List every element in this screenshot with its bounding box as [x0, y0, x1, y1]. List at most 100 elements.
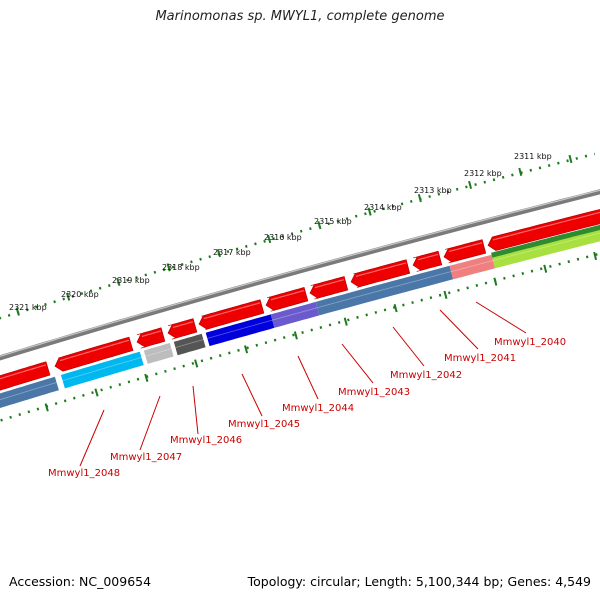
gene-label: Mmwyl1_2044 [282, 403, 354, 414]
gene-label: Mmwyl1_2040 [494, 337, 566, 348]
ruler-label: 2313 kbp [414, 186, 452, 195]
ruler-major-tick [468, 180, 473, 190]
gene-leader-line [439, 309, 479, 350]
forward-gene-block [412, 250, 443, 272]
forward-gene-shine [172, 321, 194, 329]
forward-gene-block [136, 327, 166, 349]
accession-text: Accession: NC_009654 [9, 574, 152, 589]
reverse-gene-block [143, 343, 174, 364]
ruler-major-tick [94, 388, 99, 397]
reverse-gene-block [270, 301, 320, 328]
gene-label: Mmwyl1_2047 [110, 452, 182, 463]
backbone-highlight [0, 189, 600, 357]
gene-leader-line [392, 326, 425, 367]
gene-leader-line [241, 373, 263, 417]
forward-gene-shine [0, 364, 46, 380]
gene-leader-line [475, 301, 527, 334]
ruler-major-tick [293, 331, 298, 340]
forward-gene-block [167, 318, 198, 340]
ruler-label: 2318 kbp [162, 263, 200, 272]
ruler-major-tick [343, 317, 348, 326]
genome-summary-text: Topology: circular; Length: 5,100,344 bp… [247, 574, 591, 589]
ruler-label: 2311 kbp [514, 152, 552, 161]
forward-gene-block [0, 361, 51, 391]
ruler-major-tick [15, 307, 20, 316]
position-ruler [0, 152, 600, 422]
ruler-major-tick [267, 234, 272, 244]
ruler-label: 2316 kbp [264, 233, 302, 242]
ruler-major-tick [593, 251, 598, 261]
ruler-label: 2315 kbp [314, 217, 352, 226]
forward-gene-shine [141, 330, 161, 338]
ruler-label: 2312 kbp [464, 169, 502, 178]
ruler-major-tick [116, 277, 121, 286]
forward-gene-shine [314, 279, 345, 289]
gene-label: Mmwyl1_2042 [390, 370, 462, 381]
gene-label: Mmwyl1_2048 [48, 468, 120, 479]
ruler-labels: 2321 kbp 2320 kbp 2319 kbp 2318 kbp 2317… [9, 152, 552, 312]
forward-gene-shine [492, 211, 600, 241]
gene-label-leaders [79, 301, 527, 467]
ruler-label: 2321 kbp [9, 303, 47, 312]
genome-backbone [0, 189, 600, 361]
reverse-gene-block [449, 254, 496, 280]
ruler-major-tick [65, 292, 71, 301]
forward-gene-shine [270, 290, 305, 301]
forward-strand-track [0, 209, 600, 391]
reverse-gene-block [0, 376, 59, 409]
gene-leader-line [139, 395, 161, 451]
ruler-major-tick [493, 277, 498, 286]
gene-label: Mmwyl1_2046 [170, 435, 242, 446]
forward-gene-shine [355, 262, 407, 277]
gene-leader-line [297, 355, 319, 400]
ruler-major-tick [543, 264, 548, 273]
reverse-shine [0, 232, 600, 401]
ruler-major-tick [243, 345, 249, 354]
ruler-major-tick [144, 373, 149, 382]
ruler-major-tick [317, 221, 322, 230]
ruler-label: 2314 kbp [364, 203, 402, 212]
gene-leader-line [341, 343, 374, 384]
ruler-major-tick [417, 194, 422, 203]
ruler-major-tick [216, 248, 221, 258]
ruler-major-tick [518, 167, 523, 177]
forward-gene-shine [203, 302, 261, 320]
reverse-gene-block [491, 226, 600, 269]
gene-label: Mmwyl1_2041 [444, 353, 516, 364]
ruler-label: 2319 kbp [112, 276, 150, 285]
forward-gene-block [443, 239, 487, 264]
forward-gene-block [265, 287, 309, 312]
forward-gene-shine [448, 242, 483, 253]
gene-label: Mmwyl1_2045 [228, 419, 300, 430]
ruler-major-tick [568, 154, 573, 164]
forward-gene-block [198, 299, 265, 330]
reverse-strand-track [0, 224, 600, 409]
ruler-major-tick [44, 403, 49, 412]
forward-gene-shine [59, 339, 130, 362]
gene-label: Mmwyl1_2043 [338, 387, 410, 398]
forward-gene-block [54, 336, 134, 372]
backbone-line [0, 189, 600, 361]
ruler-major-tick [393, 304, 398, 313]
ruler-major-tick [194, 359, 199, 368]
ruler-label: 2320 kbp [61, 290, 99, 299]
reverse-gene-block [315, 265, 454, 316]
reverse-gene-block [173, 333, 206, 356]
gene-leader-line [192, 385, 199, 435]
dark-green-feature [491, 224, 600, 258]
map-title: Marinomonas sp. MWYL1, complete genome [155, 9, 445, 24]
forward-gene-block [350, 259, 411, 288]
ruler-major-tick [166, 263, 171, 272]
ruler-major-tick [443, 290, 448, 299]
ruler-major-tick [367, 207, 372, 216]
ruler-inner-dots [0, 252, 600, 422]
reverse-gene-block [60, 351, 144, 389]
ruler-label: 2317 kbp [213, 248, 251, 257]
forward-gene-shine [417, 253, 439, 261]
forward-gene-block [309, 276, 349, 300]
gene-leader-line [79, 409, 105, 467]
gene-labels: Mmwyl1_2048 Mmwyl1_2047 Mmwyl1_2046 Mmwy… [48, 337, 566, 479]
reverse-gene-block [205, 314, 275, 347]
